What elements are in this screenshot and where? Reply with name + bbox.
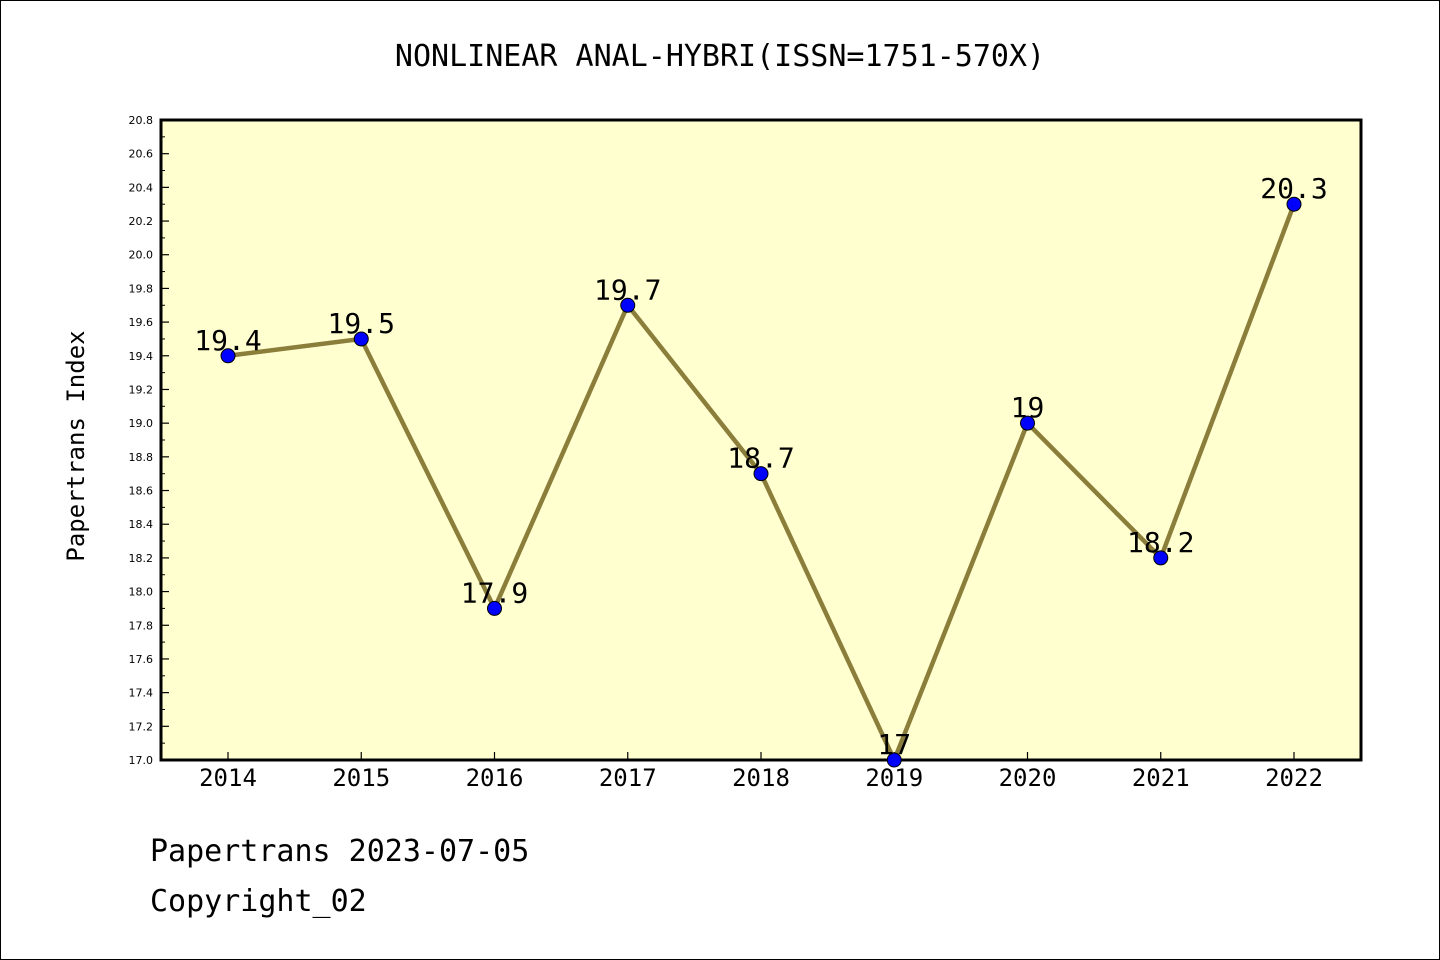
y-tick-label: 18.2: [129, 552, 154, 565]
y-tick-label: 18.6: [129, 485, 154, 498]
x-tick-label: 2018: [732, 764, 790, 792]
x-tick-label: 2019: [865, 764, 923, 792]
y-tick-label: 17.0: [129, 754, 154, 767]
x-tick-label: 2020: [999, 764, 1057, 792]
x-tick-label: 2022: [1265, 764, 1323, 792]
plot-area: [159, 118, 1363, 762]
data-label: 17: [877, 728, 911, 761]
y-tick-label: 19.4: [129, 350, 154, 363]
data-label: 17.9: [461, 576, 528, 609]
data-point: [1286, 196, 1302, 212]
data-label: 19: [1011, 391, 1045, 424]
data-point: [1020, 415, 1035, 431]
y-tick-label: 19.2: [129, 383, 154, 396]
data-point: [886, 752, 902, 768]
x-axis: 2014 2015 2016 2017 2018 2019 2020 2021 2022: [199, 752, 1323, 792]
x-tick-label: 2021: [1132, 764, 1190, 792]
y-tick-label: 18.8: [129, 451, 154, 464]
y-tick-label: 18.0: [129, 586, 154, 599]
data-point: [487, 600, 502, 616]
y-tick-label: 17.2: [129, 720, 154, 733]
data-point: [620, 297, 636, 313]
y-tick-label: 19.0: [129, 417, 154, 430]
y-tick-label: 17.8: [129, 619, 154, 632]
chart-title: NONLINEAR ANAL-HYBRI(ISSN=1751-570X): [395, 39, 1045, 74]
x-tick-label: 2017: [599, 764, 657, 792]
y-axis: 17.0 17.2 17.4 17.6 17.8 18.0 18.2 18.4 18.6 18.8…: [129, 114, 169, 767]
data-labels: 19.4 19.5 17.9 19.7 18.7 17 19 18.2 20.3: [194, 172, 1327, 761]
data-label: 19.4: [194, 324, 261, 357]
x-tick-label: 2015: [332, 764, 390, 792]
data-label: 18.7: [727, 442, 794, 475]
data-label: 19.5: [328, 307, 395, 340]
footer-copyright: Copyright_02: [150, 884, 367, 919]
y-tick-label: 19.8: [129, 282, 154, 295]
y-axis-label: Papertrans Index: [62, 330, 90, 561]
x-tick-label: 2014: [199, 764, 257, 792]
y-tick-label: 20.0: [129, 249, 154, 262]
y-tick-label: 17.6: [129, 653, 154, 666]
data-label: 20.3: [1260, 172, 1327, 205]
data-point: [220, 348, 236, 364]
data-point: [1153, 550, 1169, 566]
y-tick-label: 17.4: [129, 687, 154, 700]
data-label: 18.2: [1127, 526, 1194, 559]
y-tick-label: 19.6: [129, 316, 154, 329]
footer-date: Papertrans 2023-07-05: [150, 834, 530, 869]
data-point: [353, 331, 369, 347]
y-tick-label: 20.6: [129, 148, 154, 161]
data-markers: [220, 196, 1302, 768]
y-tick-label: 20.8: [129, 114, 154, 127]
x-tick-label: 2016: [466, 764, 524, 792]
data-label: 19.7: [594, 273, 661, 306]
y-tick-label: 20.2: [129, 215, 154, 228]
data-point: [753, 466, 769, 482]
y-tick-label: 20.4: [129, 181, 154, 194]
y-tick-label: 18.4: [129, 518, 154, 531]
